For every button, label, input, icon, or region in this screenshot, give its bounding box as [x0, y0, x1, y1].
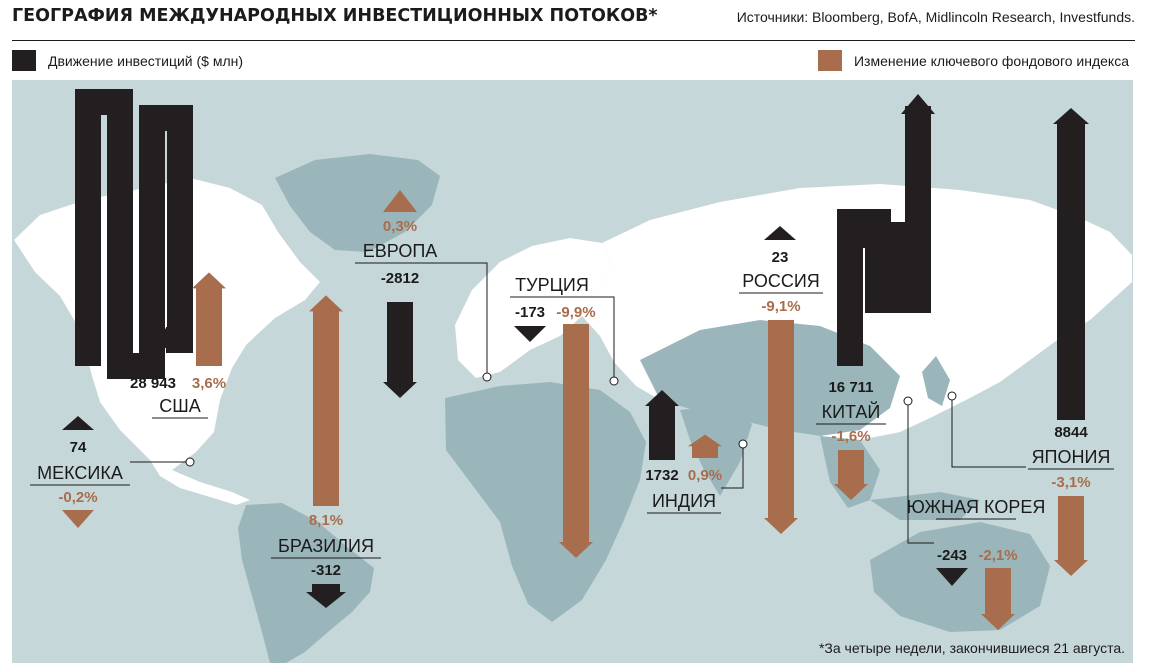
japan-leader [951, 396, 1026, 468]
india-flow-label: 1732 [645, 467, 678, 484]
turkey-flow-bar [514, 326, 546, 342]
land-greenland [275, 154, 440, 252]
japan-flow-bar [1053, 108, 1089, 420]
india-name: ИНДИЯ [652, 491, 716, 511]
usa-flow-bar [75, 89, 193, 379]
japan-flow-label: 8844 [1054, 424, 1088, 441]
europe-index-bar [383, 190, 417, 212]
south-korea-flow-label: -243 [937, 547, 967, 564]
india-index-label: 0,9% [688, 467, 722, 484]
south-korea-index-label: -2,1% [978, 547, 1017, 564]
legend-index-swatch [817, 50, 842, 71]
turkey-name: ТУРЦИЯ [515, 275, 589, 295]
legend-flow-label: Движение инвестиций ($ млн) [48, 52, 244, 69]
land-europe [455, 238, 612, 378]
usa-index-bar [192, 272, 226, 366]
mexico-leader-dot [185, 457, 195, 467]
europe-leader-dot [482, 372, 492, 382]
leader-lines [130, 262, 1026, 544]
china-flow-bar-fold [850, 222, 911, 298]
china-flow-label: 16 711 [828, 379, 873, 396]
footnote: *За четыре недели, закончившиеся 21 авгу… [818, 640, 1125, 656]
europe-name: ЕВРОПА [363, 241, 438, 261]
sources-note: Источники: Bloomberg, BofA, Midlincoln R… [736, 9, 1135, 25]
legend-index-label: Изменение ключевого фондового индекса [853, 52, 1129, 69]
chart-marks: 28 943 3,6% США 74 МЕКСИКА -0,2% 8,1% БРАЗИЛИЯ -… [30, 89, 1114, 630]
header-rule [12, 40, 1135, 41]
japan-index-label: -3,1% [1051, 474, 1090, 491]
mexico-index-label: -0,2% [58, 489, 97, 506]
india-index-bar [688, 434, 722, 458]
russia-name: РОССИЯ [742, 271, 820, 291]
usa-flow-bar-head [149, 328, 183, 348]
brazil-name: БРАЗИЛИЯ [278, 536, 374, 556]
russia-index-bar [764, 320, 798, 534]
brazil-index-label: 8,1% [309, 512, 343, 529]
mexico-flow-label: 74 [70, 439, 87, 456]
legend-flow-swatch [12, 50, 36, 71]
japan-leader-dot [947, 391, 957, 401]
japan-name: ЯПОНИЯ [1032, 447, 1111, 467]
china-index-bar [834, 450, 868, 500]
mexico-name: МЕКСИКА [37, 463, 123, 483]
south-korea-leader-dot [903, 396, 913, 406]
legend-flow: Движение инвестиций ($ млн) [12, 50, 243, 71]
turkey-index-label: -9,9% [556, 304, 595, 321]
usa-flow-label: 28 943 [130, 375, 176, 392]
turkey-index-bar [559, 324, 593, 558]
japan-index-bar [1054, 496, 1088, 576]
brazil-index-bar [309, 295, 343, 506]
turkey-flow-label: -173 [515, 304, 545, 321]
brazil-flow-label: -312 [311, 562, 341, 579]
turkey-leader [594, 296, 615, 381]
south-korea-name: ЮЖНАЯ КОРЕЯ [907, 497, 1046, 517]
russia-flow-label: 23 [772, 249, 789, 266]
brazil-flow-bar [306, 584, 346, 608]
india-leader-dot [738, 439, 748, 449]
mexico-flow-bar [62, 416, 94, 430]
turkey-leader-dot [609, 376, 619, 386]
land-south-america [238, 503, 374, 663]
usa-index-label: 3,6% [192, 375, 226, 392]
south-korea-flow-bar [936, 568, 968, 586]
russia-flow-bar [764, 226, 796, 240]
china-name: КИТАЙ [822, 401, 881, 422]
south-korea-leader [907, 401, 934, 544]
india-flow-bar [645, 390, 679, 460]
mexico-index-bar [62, 510, 94, 528]
land-japan [922, 356, 950, 406]
south-korea-index-bar [981, 568, 1015, 630]
china-index-label: -1,6% [831, 428, 870, 445]
usa-name: США [159, 396, 201, 416]
china-flow-bar-head [901, 94, 935, 114]
chart-title: ГЕОГРАФИЯ МЕЖДУНАРОДНЫХ ИНВЕСТИЦИОННЫХ П… [12, 6, 658, 26]
russia-index-label: -9,1% [761, 298, 800, 315]
europe-flow-bar [383, 302, 417, 398]
land-africa [445, 382, 646, 622]
europe-flow-label: -2812 [381, 270, 419, 287]
europe-index-label: 0,3% [383, 218, 417, 235]
europe-leader [445, 262, 488, 377]
india-leader [721, 444, 744, 489]
legend-index: Изменение ключевого фондового индекса [817, 50, 1129, 71]
